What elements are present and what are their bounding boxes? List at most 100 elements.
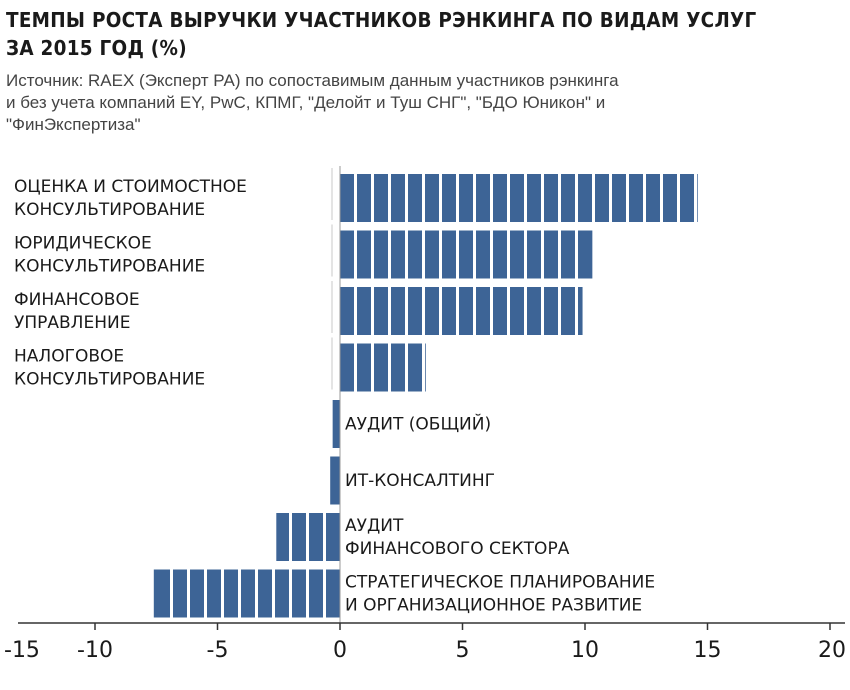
bar-segment-gap xyxy=(473,174,476,222)
bar-segment-gap xyxy=(439,230,442,279)
category-label: КОНСУЛЬТИРОВАНИЕ xyxy=(14,200,205,220)
bar-segment-gap xyxy=(541,287,544,335)
category-label: КОНСУЛЬТИРОВАНИЕ xyxy=(14,370,205,390)
bar-segment-gap xyxy=(354,230,357,279)
bar-segment-gap xyxy=(609,174,612,222)
source-line-3: "ФинЭкспертиза" xyxy=(6,115,141,134)
bar-segment-gap xyxy=(490,230,493,279)
bar-segment-gap xyxy=(592,174,595,222)
bar-segment-gap xyxy=(456,230,459,279)
bar-segment-gap xyxy=(255,569,258,618)
bar-segment-gap xyxy=(405,343,408,392)
bar-segment-gap xyxy=(558,174,561,222)
bar-segment-gap xyxy=(388,287,391,335)
bar-segment-gap xyxy=(507,230,510,279)
bar-segment-gap xyxy=(575,287,578,335)
bar-segment-gap xyxy=(170,569,173,618)
source-line-2: и без учета компаний EY, PwC, КПМГ, "Дел… xyxy=(6,93,606,112)
bar-segment-gap xyxy=(354,287,357,335)
bar-segment-gap xyxy=(354,343,357,392)
bar-segment-gap xyxy=(204,569,207,618)
bar-segment-gap xyxy=(388,343,391,392)
source-note: Источник: RAEX (Эксперт РА) по сопостави… xyxy=(6,70,846,136)
category-label: УПРАВЛЕНИЕ xyxy=(14,313,130,333)
bar-segment-gap xyxy=(371,343,374,392)
bar-segment-gap xyxy=(524,287,527,335)
bar-segment-gap xyxy=(289,513,292,561)
bar-segment-gap xyxy=(541,174,544,222)
x-tick-label: 20 xyxy=(818,638,846,663)
bar-segment-gap xyxy=(541,230,544,279)
chart-title: ТЕМПЫ РОСТА ВЫРУЧКИ УЧАСТНИКОВ РЭНКИНГА … xyxy=(6,6,779,62)
bar-segment-gap xyxy=(626,174,629,222)
category-label: И ОРГАНИЗАЦИОННОЕ РАЗВИТИЕ xyxy=(345,596,642,616)
title-line-2: ЗА 2015 ГОД (%) xyxy=(6,36,187,60)
category-label: ФИНАНСОВОГО СЕКТОРА xyxy=(345,539,570,559)
title-line-1: ТЕМПЫ РОСТА ВЫРУЧКИ УЧАСТНИКОВ РЭНКИНГА … xyxy=(6,8,757,32)
bar-segment-gap xyxy=(643,174,646,222)
category-label: ФИНАНСОВОЕ xyxy=(14,290,140,310)
x-tick-label: 10 xyxy=(571,638,599,663)
category-label: НАЛОГОВОЕ xyxy=(14,347,124,367)
category-label: ИТ-КОНСАЛТИНГ xyxy=(345,471,495,491)
bar-segment-gap xyxy=(524,230,527,279)
bar-segment-gap xyxy=(405,287,408,335)
bar-segment-gap xyxy=(354,174,357,222)
bar-segment-gap xyxy=(473,287,476,335)
bar xyxy=(153,569,340,618)
bar-segment-gap xyxy=(524,174,527,222)
category-label: АУДИТ (ОБЩИЙ) xyxy=(345,413,491,435)
bar-segment-gap xyxy=(306,513,309,561)
bar-segment-gap xyxy=(422,343,425,392)
bar-segment-gap xyxy=(405,174,408,222)
bar-segment-gap xyxy=(371,174,374,222)
bar-segment-gap xyxy=(439,287,442,335)
x-tick-label: -15 xyxy=(4,638,40,663)
bar-segment-gap xyxy=(677,174,680,222)
bar-segment-gap xyxy=(422,230,425,279)
category-label: КОНСУЛЬТИРОВАНИЕ xyxy=(14,257,205,277)
bar-segment-gap xyxy=(558,230,561,279)
x-tick-label: -10 xyxy=(77,638,113,663)
bar-segment-gap xyxy=(221,569,224,618)
bar-segment-gap xyxy=(473,230,476,279)
bar-segment-gap xyxy=(422,174,425,222)
source-line-1: Источник: RAEX (Эксперт РА) по сопостави… xyxy=(6,71,619,90)
category-label: ОЦЕНКА И СТОИМОСТНОЕ xyxy=(14,177,247,197)
bar-segment-gap xyxy=(238,569,241,618)
bar-segment-gap xyxy=(490,174,493,222)
bar-segment-gap xyxy=(507,174,510,222)
x-tick-label: -5 xyxy=(207,638,229,663)
bar-segment-gap xyxy=(323,513,326,561)
bar-segment-gap xyxy=(289,569,292,618)
bar-segment-gap xyxy=(456,174,459,222)
x-tick-label: 15 xyxy=(694,638,722,663)
x-tick-label: 5 xyxy=(456,638,470,663)
bar-segment-gap xyxy=(490,287,493,335)
bar xyxy=(332,400,340,448)
bar xyxy=(340,287,583,335)
bar-segment-gap xyxy=(405,230,408,279)
bar-segment-gap xyxy=(422,287,425,335)
bar-segment-gap xyxy=(507,287,510,335)
x-tick-label: 0 xyxy=(333,638,347,663)
category-label: ЮРИДИЧЕСКОЕ xyxy=(14,234,152,254)
bar-segment-gap xyxy=(388,230,391,279)
bar xyxy=(340,343,426,392)
category-label: АУДИТ xyxy=(345,516,404,536)
bar-segment-gap xyxy=(272,569,275,618)
bar-segment-gap xyxy=(694,174,697,222)
bar-segment-gap xyxy=(575,230,578,279)
bar-segment-gap xyxy=(660,174,663,222)
category-label: СТРАТЕГИЧЕСКОЕ ПЛАНИРОВАНИЕ xyxy=(345,573,655,593)
bar-segment-gap xyxy=(371,287,374,335)
bar-segment-gap xyxy=(323,569,326,618)
bar-segment-gap xyxy=(439,174,442,222)
bar xyxy=(330,456,340,505)
bar-segment-gap xyxy=(187,569,190,618)
bar xyxy=(340,230,593,279)
bar-segment-gap xyxy=(371,230,374,279)
bar-segment-gap xyxy=(558,287,561,335)
bar-segment-gap xyxy=(388,174,391,222)
